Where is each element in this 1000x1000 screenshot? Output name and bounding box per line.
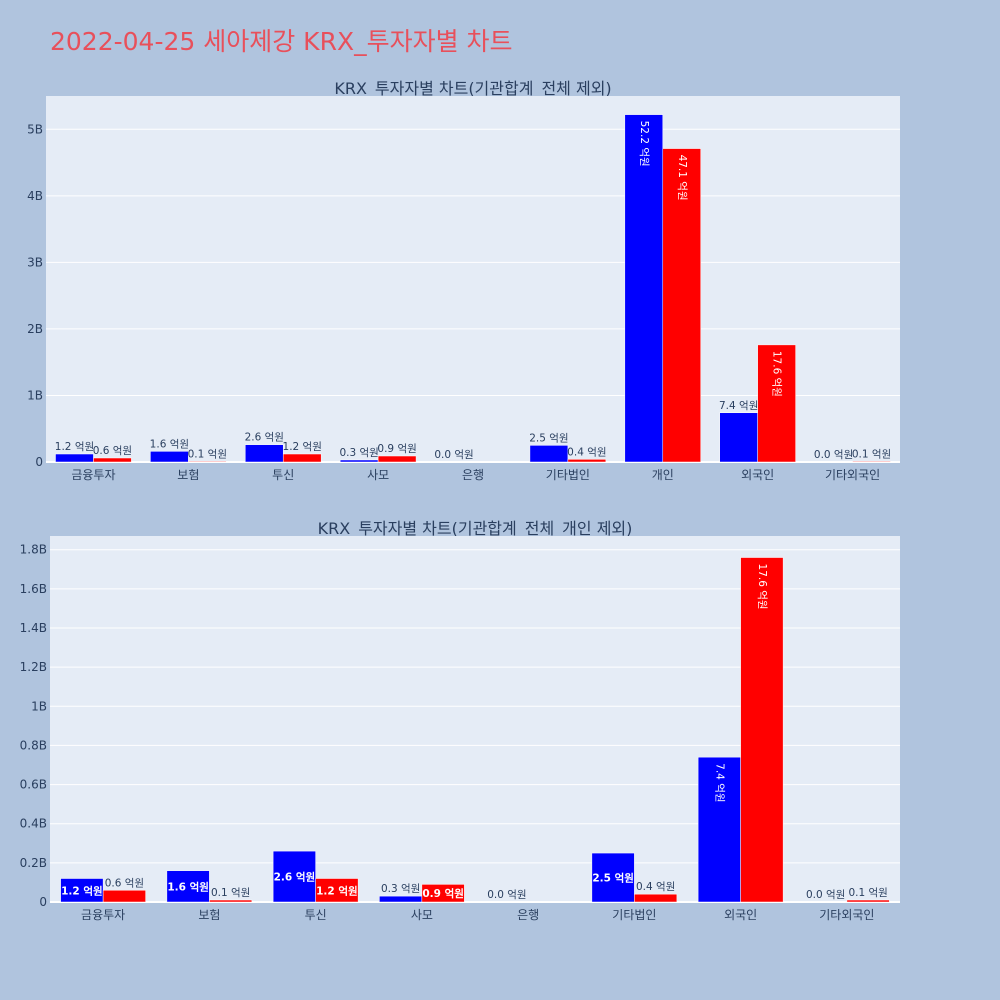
y-tick-label: 0.4B <box>20 817 47 831</box>
bar-buy[interactable] <box>529 445 569 463</box>
data-label: 17.6 억원 <box>756 564 768 610</box>
bar-sell[interactable] <box>209 899 253 903</box>
x-tick-label: 보험 <box>198 908 220 922</box>
bar-buy[interactable] <box>379 895 423 903</box>
bar-buy[interactable] <box>719 412 758 463</box>
bar-buy[interactable] <box>245 444 284 463</box>
bar-sell[interactable] <box>377 455 417 463</box>
y-tick-label: 4B <box>27 189 43 203</box>
x-tick-label: 외국인 <box>724 908 757 922</box>
bar-sell[interactable] <box>93 457 132 463</box>
data-label: 0.6 억원 <box>105 877 144 889</box>
x-tick-label: 개인 <box>652 468 674 482</box>
data-label: 0.0 억원 <box>487 889 526 901</box>
data-label: 2.5 억원 <box>592 872 634 885</box>
x-tick-label: 은행 <box>517 907 539 922</box>
data-label: 2.6 억원 <box>274 871 316 884</box>
x-tick-label: 투신 <box>305 908 327 922</box>
bar-buy[interactable] <box>697 756 741 903</box>
data-label: 47.1 억원 <box>676 155 688 201</box>
page-title: 2022-04-25 세아제강 KRX_투자자별 차트 <box>50 27 513 56</box>
chart-bottom: KRX_투자자별 차트(기관합계_전체_개인 제외) 0 0.2B 0.4B 0.6B 0… <box>20 519 900 922</box>
data-label: 0.4 억원 <box>567 446 606 458</box>
bar-sell[interactable] <box>852 461 891 463</box>
x-tick-label: 사모 <box>411 908 433 922</box>
y-tick-label: 0 <box>35 455 43 469</box>
bar-sell[interactable] <box>282 453 322 463</box>
y-tick-label: 1.6B <box>20 582 47 596</box>
chart-title: KRX_투자자별 차트(기관합계_전체_개인 제외) <box>318 519 633 539</box>
data-label: 0.1 억원 <box>848 887 887 899</box>
x-tick-label: 기타외국인 <box>825 468 880 482</box>
x-tick-label: 금융투자 <box>81 908 125 922</box>
x-tick-label: 보험 <box>177 468 199 482</box>
data-label: 0.0 억원 <box>806 889 845 901</box>
data-label: 0.0 억원 <box>814 449 853 461</box>
bar-buy[interactable] <box>624 114 664 463</box>
data-label: 0.1 억원 <box>852 448 891 460</box>
bar-sell[interactable] <box>567 459 607 463</box>
data-label: 1.2 억원 <box>55 441 94 453</box>
data-label: 2.5 억원 <box>529 432 568 444</box>
bar-buy[interactable] <box>150 451 189 463</box>
bar-sell[interactable] <box>846 899 890 903</box>
bar-sell[interactable] <box>102 890 146 903</box>
data-label: 1.6 억원 <box>167 880 209 893</box>
y-tick-label: 1.2B <box>20 660 47 674</box>
x-tick-label: 금융투자 <box>71 468 115 482</box>
data-label: 7.4 억원 <box>713 763 725 802</box>
data-label: 1.2 억원 <box>316 884 358 897</box>
data-label: 0.9 억원 <box>422 887 464 900</box>
data-label: 2.6 억원 <box>245 432 284 444</box>
y-tick-label: 3B <box>27 255 43 269</box>
bar-sell[interactable] <box>315 878 359 903</box>
bar-buy[interactable] <box>166 870 210 903</box>
y-tick-label: 1.8B <box>20 543 47 557</box>
data-label: 1.6 억원 <box>150 438 189 450</box>
bar-buy[interactable] <box>591 852 635 903</box>
data-label: 1.2 억원 <box>283 441 322 453</box>
data-label: 17.6 억원 <box>771 351 783 397</box>
bar-sell[interactable] <box>188 461 227 463</box>
x-tick-label: 기타법인 <box>546 468 590 482</box>
bar-buy[interactable] <box>272 850 316 903</box>
y-tick-label: 2B <box>27 322 43 336</box>
data-label: 0.3 억원 <box>339 447 378 459</box>
data-label: 0.1 억원 <box>211 887 250 899</box>
x-tick-label: 기타외국인 <box>819 908 874 922</box>
bar-buy[interactable] <box>55 453 94 463</box>
chart-title: KRX_투자자별 차트(기관합계_전체 제외) <box>334 79 611 99</box>
y-tick-label: 1B <box>27 388 43 402</box>
x-tick-label: 투신 <box>272 468 294 482</box>
y-tick-label: 0 <box>39 895 47 909</box>
bar-buy[interactable] <box>339 459 379 463</box>
data-label: 0.1 억원 <box>188 448 227 460</box>
x-tick-label: 은행 <box>462 467 484 482</box>
data-label: 1.2 억원 <box>61 884 103 897</box>
x-tick-label: 기타법인 <box>612 908 656 922</box>
data-label: 7.4 억원 <box>719 400 758 412</box>
data-label: 0.4 억원 <box>636 881 675 893</box>
bar-sell[interactable] <box>757 344 796 463</box>
x-tick-label: 사모 <box>367 468 389 482</box>
x-tick-label: 외국인 <box>741 468 774 482</box>
data-label: 0.3 억원 <box>381 883 420 895</box>
chart-top: KRX_투자자별 차트(기관합계_전체 제외) 0 1B 2B 3B 4B 5B 금융투자 1.… <box>27 79 900 482</box>
bar-sell[interactable] <box>662 148 701 463</box>
bar-sell[interactable] <box>634 893 678 903</box>
data-label: 0.0 억원 <box>434 449 473 461</box>
y-tick-label: 0.6B <box>20 778 47 792</box>
y-tick-label: 1.4B <box>20 621 47 635</box>
bar-sell[interactable] <box>421 884 465 903</box>
y-tick-label: 0.8B <box>20 738 47 752</box>
bar-sell[interactable] <box>740 557 784 903</box>
y-tick-label: 0.2B <box>20 856 47 870</box>
data-label: 0.9 억원 <box>377 443 416 455</box>
data-label: 0.6 억원 <box>93 445 132 457</box>
data-label: 52.2 억원 <box>638 121 650 167</box>
y-tick-label: 1B <box>31 699 47 713</box>
y-tick-label: 5B <box>27 122 43 136</box>
